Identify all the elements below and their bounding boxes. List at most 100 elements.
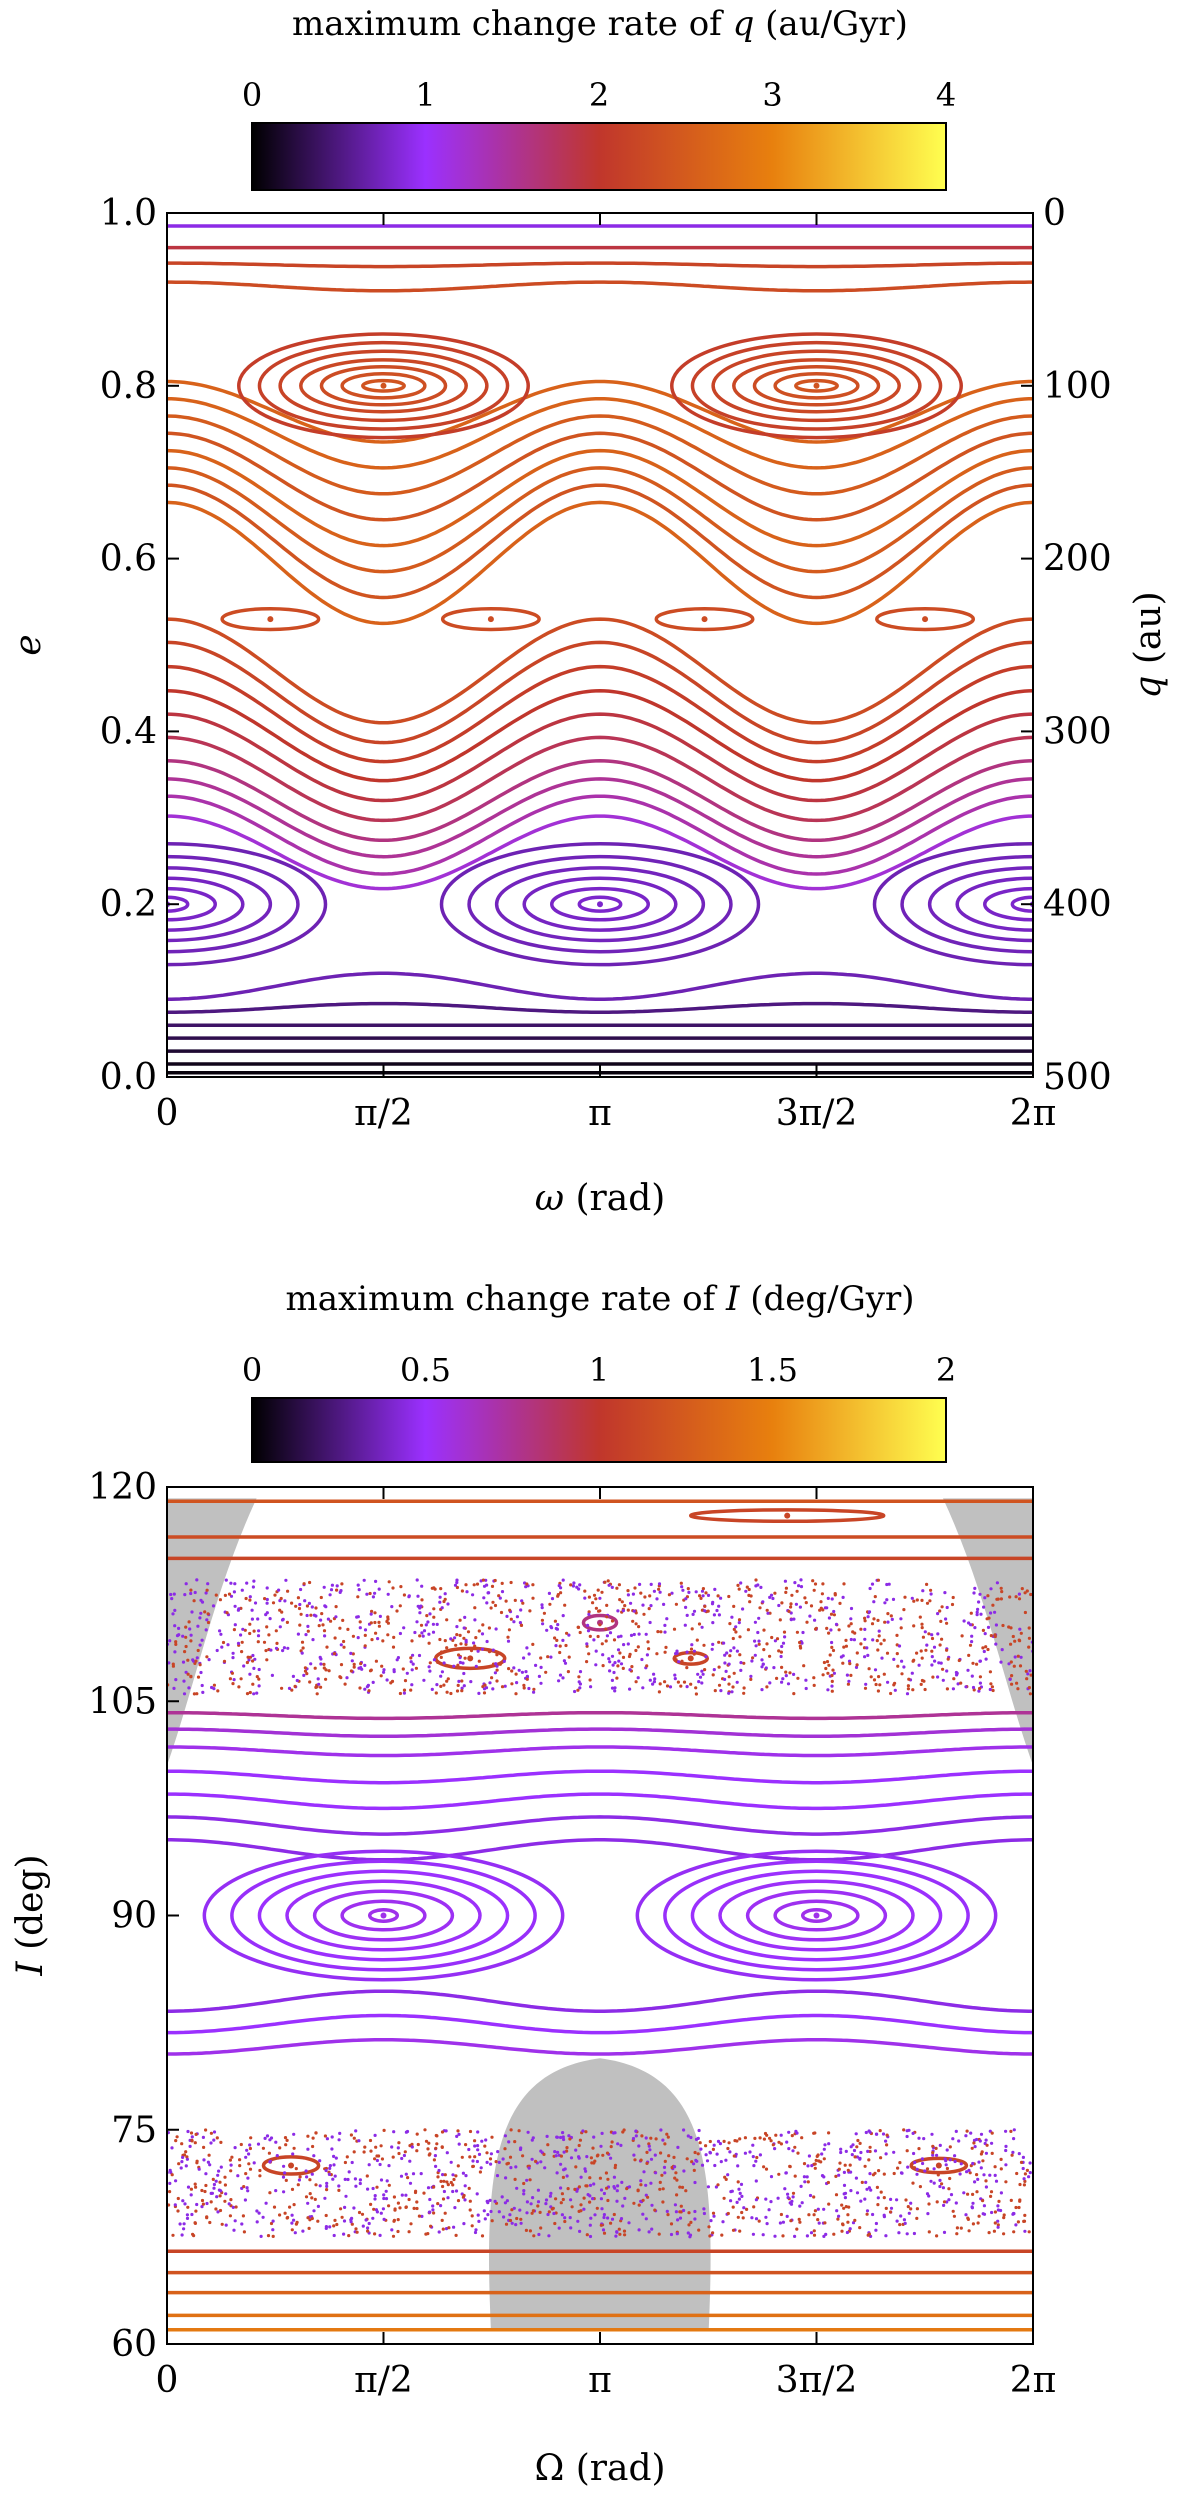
bottom-chaotic-point (885, 2133, 889, 2137)
bottom-island-1-ring-6 (635, 1849, 998, 1982)
bottom-chaotic-point (242, 2185, 246, 2189)
bottom-chaotic-point (644, 1632, 648, 1636)
bottom-chaotic-point (615, 2189, 619, 2193)
bottom-chaotic-point (941, 1678, 945, 1682)
bottom-chaotic-point (466, 1630, 471, 1634)
bottom-chaotic-point (837, 1628, 841, 1632)
bottom-chaotic-point (768, 1595, 772, 1599)
bottom-chaotic-point (955, 2226, 960, 2230)
bottom-chaotic-point (525, 2178, 529, 2182)
bottom-chaotic-point (619, 1662, 624, 1666)
bottom-chaotic-point (727, 1675, 731, 1679)
top-curve-9 (167, 466, 1033, 574)
bottom-chaotic-point (199, 1611, 203, 1615)
bottom-chaotic-point (301, 1646, 305, 1650)
bottom-chaotic-point (676, 1680, 681, 1684)
bottom-chaotic-point (420, 1584, 424, 1588)
bottom-chaotic-point (217, 2188, 221, 2192)
bottom-chaotic-point (493, 2199, 497, 2203)
bottom-chaotic-point (996, 2208, 1001, 2212)
bottom-chaotic-point (938, 2143, 942, 2147)
bottom-chaotic-point (562, 2137, 566, 2142)
bottom-chaotic-point (577, 2155, 581, 2159)
bottom-chaotic-point (587, 1610, 591, 1614)
bottom-chaotic-point (515, 2186, 519, 2190)
bottom-chaotic-point (867, 2232, 872, 2236)
bottom-chaotic-point (685, 1666, 689, 1670)
bottom-chaotic-point (947, 2198, 951, 2202)
bottom-chaotic-point (632, 1632, 636, 1637)
bottom-chaotic-point (832, 1613, 837, 1617)
bottom-chaotic-point (705, 2159, 710, 2163)
bottom-chaotic-point (342, 1645, 346, 1649)
bottom-chaotic-point (799, 1585, 804, 1589)
bottom-chaotic-point (324, 2225, 328, 2229)
bottom-chaotic-point (751, 1656, 755, 1660)
bottom-chaotic-point (239, 2142, 243, 2147)
bottom-chaotic-point (864, 2130, 868, 2135)
bottom-chaotic-point (190, 2135, 194, 2139)
bottom-chaotic-point (1023, 1591, 1027, 1595)
top-island-0-ring-1 (340, 371, 427, 400)
bottom-chaotic-point (884, 2139, 888, 2143)
bottom-chaotic-point (588, 2223, 592, 2227)
bottom-chaotic-point (631, 1592, 636, 1596)
bottom-chaotic-point (220, 1645, 224, 1649)
bottom-chaotic-point (799, 1578, 803, 1582)
bottom-chaotic-point (508, 2218, 513, 2223)
bottom-chaotic-point (742, 1686, 746, 1690)
bottom-chaotic-point (991, 1603, 995, 1607)
bottom-chaotic-point (460, 1679, 464, 1683)
bottom-chaotic-point (762, 1648, 766, 1652)
bottom-chaotic-point (722, 1641, 726, 1645)
bottom-chaotic-point (373, 1611, 377, 1615)
bottom-chaotic-point (877, 2169, 881, 2173)
bottom-chaotic-point (935, 2234, 939, 2238)
bottom-chaotic-point (184, 1625, 188, 1629)
bottom-chaotic-point (805, 1620, 809, 1624)
bottom-chaotic-point (999, 2157, 1003, 2161)
bottom-chaotic-point (410, 1668, 414, 1672)
bottom-chaotic-point (703, 1604, 707, 1608)
bottom-chaotic-point (387, 1580, 391, 1584)
bottom-chaotic-point (632, 1609, 636, 1613)
top-y-ticks: 0.00.20.40.60.81.0 (100, 193, 179, 1098)
bottom-chaotic-point (702, 2207, 706, 2211)
bottom-chaotic-point (817, 2159, 821, 2163)
bottom-chaotic-point (206, 1582, 210, 1586)
bottom-chaotic-point (415, 2149, 419, 2153)
bottom-chaotic-point (345, 2155, 349, 2159)
bottom-chaotic-point (930, 1655, 934, 1659)
bottom-chaotic-point (614, 2234, 618, 2238)
bottom-chaotic-point (356, 1583, 360, 1587)
bottom-chaotic-point (434, 2133, 438, 2138)
top-island-center-5 (267, 616, 274, 623)
bottom-chaotic-point (825, 1626, 829, 1630)
bottom-chaotic-point (319, 1685, 323, 1689)
bottom-chaotic-point (924, 1648, 928, 1652)
bottom-chaotic-point (1027, 2230, 1031, 2234)
bottom-chaotic-point (339, 1676, 343, 1680)
bottom-chaotic-point (296, 1596, 300, 1600)
bottom-chaotic-point (495, 1668, 499, 1672)
bottom-chaotic-point (181, 1660, 186, 1664)
bottom-chaotic-point (436, 1660, 440, 1664)
bottom-chaotic-point (890, 1617, 894, 1621)
bottom-chaotic-point (765, 1685, 769, 1689)
bottom-chaotic-point (435, 1683, 439, 1687)
bottom-chaotic-point (548, 1602, 552, 1606)
bottom-chaotic-point (1004, 2148, 1008, 2153)
bottom-chaotic-point (691, 1612, 695, 1616)
bottom-chaotic-point (742, 1661, 746, 1665)
bottom-chaotic-point (449, 2180, 453, 2185)
bottom-chaotic-point (169, 1592, 173, 1597)
bottom-chaotic-point (292, 2218, 296, 2222)
bottom-chaotic-point (183, 2202, 187, 2206)
bottom-chaotic-point (252, 2161, 256, 2165)
bottom-chaotic-point (778, 1618, 782, 1622)
bottom-chaotic-point (973, 2180, 977, 2184)
top-x-ticks: 0 π/2 π 3π/2 2π (156, 213, 1056, 1134)
bottom-chaotic-point (902, 2128, 906, 2132)
bottom-chaotic-point (605, 1634, 610, 1638)
bottom-colorbar-title-unit: (deg/Gyr) (750, 1279, 914, 1319)
